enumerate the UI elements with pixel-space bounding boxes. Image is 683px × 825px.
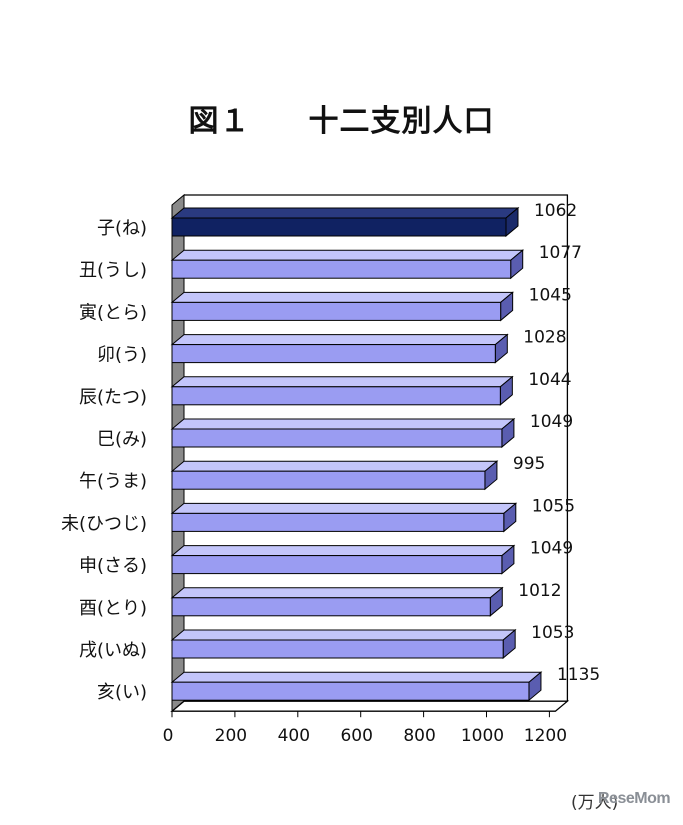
bar-top-face — [170, 545, 516, 557]
bar — [171, 259, 512, 279]
bar-top-face — [170, 502, 518, 514]
category-label: 卯(う) — [97, 345, 147, 366]
category-label: 戌(いぬ) — [79, 640, 147, 661]
bar — [171, 470, 486, 490]
category-label: 未(ひつじ) — [61, 513, 147, 534]
bar-top-face — [170, 291, 515, 303]
unit-label: (万人) — [571, 793, 619, 813]
x-tick-label: 800 — [403, 726, 435, 746]
bar-top-face — [170, 334, 509, 346]
data-label: 1062 — [534, 201, 577, 221]
data-label: 1049 — [530, 412, 573, 432]
bar-top-face — [170, 629, 517, 641]
bar-top-face — [170, 249, 525, 261]
bar — [171, 386, 501, 406]
chart-title: 図１ 十二支別人口 — [0, 96, 683, 140]
category-label: 辰(たつ) — [79, 387, 147, 408]
category-label: 午(うま) — [79, 471, 147, 492]
data-label: 1044 — [528, 370, 571, 390]
data-label: 1053 — [531, 623, 574, 643]
bar — [171, 301, 502, 321]
category-label: 巳(み) — [97, 429, 147, 450]
category-label: 子(ね) — [97, 218, 147, 239]
x-tick-label: 200 — [215, 726, 247, 746]
data-label: 1028 — [523, 328, 566, 348]
x-tick-label: 1000 — [461, 726, 504, 746]
category-label: 酉(とり) — [79, 598, 147, 619]
bar — [171, 428, 503, 448]
category-label: 申(さる) — [79, 556, 147, 577]
data-label: 1012 — [518, 581, 561, 601]
x-tick-label: 1200 — [524, 726, 567, 746]
bar — [171, 512, 505, 532]
category-label: 寅(とら) — [79, 302, 147, 323]
data-label: 1049 — [530, 539, 573, 559]
bar-top-face — [170, 376, 514, 388]
x-tick-label: 0 — [163, 726, 174, 746]
category-label: 丑(うし) — [79, 260, 147, 281]
x-tick-label: 400 — [278, 726, 310, 746]
bar — [171, 681, 530, 701]
data-label: 1045 — [529, 285, 572, 305]
watermark-logo: ReseMom — [598, 790, 671, 807]
bar — [171, 217, 507, 237]
bar — [171, 639, 504, 659]
chart-title-text: 十二支別人口 — [308, 104, 495, 139]
data-label: 1135 — [557, 665, 600, 685]
bar-top-face — [170, 587, 504, 599]
figure-number: 図１ — [188, 104, 251, 139]
bar — [171, 344, 496, 364]
chart-floor — [170, 700, 570, 712]
data-label: 1055 — [532, 496, 575, 516]
back-wall-frame — [184, 194, 569, 702]
data-label: 995 — [513, 454, 545, 474]
bar-top-face — [170, 207, 520, 219]
bar — [171, 555, 503, 575]
bar-top-face — [170, 671, 543, 683]
category-label: 亥(い) — [97, 682, 147, 703]
bar-top-face — [170, 460, 499, 472]
data-label: 1077 — [539, 243, 582, 263]
bar — [171, 597, 491, 617]
x-tick-label: 600 — [340, 726, 372, 746]
bar-top-face — [170, 418, 516, 430]
